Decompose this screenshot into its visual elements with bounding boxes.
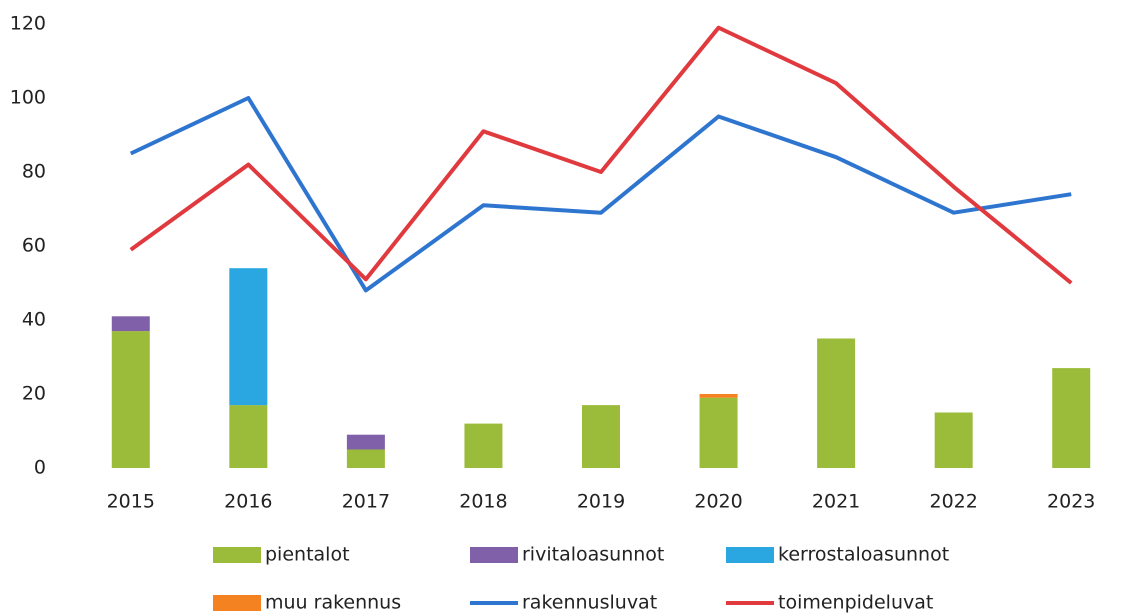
x-tick-label: 2018 [459, 491, 507, 513]
bar-segment [229, 268, 268, 406]
bar-segment [346, 434, 385, 450]
bar-segment [111, 331, 150, 468]
x-tick-label: 2017 [342, 491, 390, 513]
x-tick-label: 2016 [224, 491, 272, 513]
legend-label: pientalot [265, 544, 350, 566]
x-tick-label: 2022 [929, 491, 977, 513]
y-tick-label: 120 [10, 13, 46, 35]
bar-segment [229, 405, 268, 468]
bar-segment [934, 412, 973, 468]
legend-swatch [470, 547, 518, 563]
legend-swatch [213, 595, 261, 611]
bar-segment [464, 423, 503, 468]
legend-label: muu rakennus [265, 592, 401, 614]
bar-segment [1052, 368, 1091, 468]
legend-label: toimenpideluvat [778, 592, 933, 614]
legend-swatch [213, 547, 261, 563]
legend-swatch [726, 547, 774, 563]
bar-segment [699, 397, 738, 468]
x-tick-label: 2020 [694, 491, 742, 513]
bar-segment [111, 316, 150, 332]
bar-segment [699, 394, 738, 398]
y-tick-label: 80 [22, 161, 46, 183]
y-tick-label: 0 [34, 457, 46, 479]
legend-label: kerrostaloasunnot [778, 544, 949, 566]
bar-segment [817, 338, 856, 468]
x-tick-label: 2021 [812, 491, 860, 513]
x-tick-label: 2015 [107, 491, 155, 513]
x-tick-label: 2019 [577, 491, 625, 513]
x-tick-label: 2023 [1047, 491, 1095, 513]
y-tick-label: 20 [22, 383, 46, 405]
legend-label: rivitaloasunnot [522, 544, 664, 566]
line [129, 96, 1072, 293]
bar-segment [346, 449, 385, 468]
bar-segment [582, 405, 620, 468]
y-tick-label: 60 [22, 235, 46, 257]
line [129, 25, 1073, 285]
legend-label: rakennusluvat [522, 592, 657, 614]
y-tick-label: 40 [22, 309, 46, 331]
y-tick-label: 100 [10, 87, 46, 109]
